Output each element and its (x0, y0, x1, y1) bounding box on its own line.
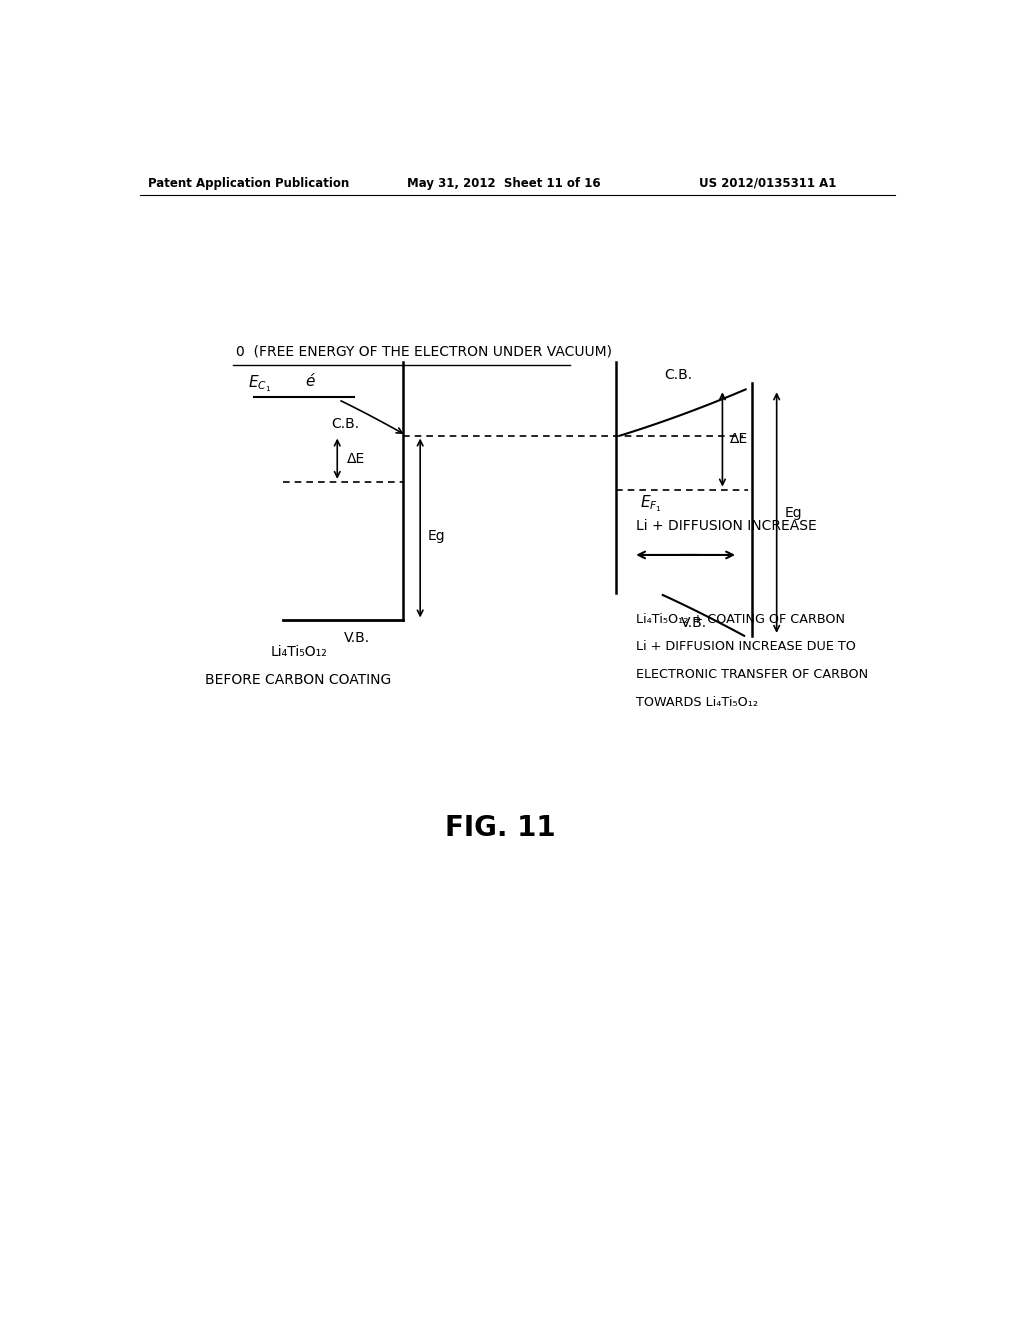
Text: é: é (305, 375, 314, 389)
Text: 0  (FREE ENERGY OF THE ELECTRON UNDER VACUUM): 0 (FREE ENERGY OF THE ELECTRON UNDER VAC… (237, 345, 612, 359)
Text: TOWARDS Li₄Ti₅O₁₂: TOWARDS Li₄Ti₅O₁₂ (636, 696, 758, 709)
Text: US 2012/0135311 A1: US 2012/0135311 A1 (698, 177, 836, 190)
Text: Eg: Eg (784, 506, 802, 520)
Text: $E_{F_1}$: $E_{F_1}$ (640, 494, 662, 513)
Text: ΔE: ΔE (346, 451, 365, 466)
Text: Eg: Eg (427, 529, 444, 543)
Text: $E_{C_1}$: $E_{C_1}$ (248, 374, 271, 395)
Text: C.B.: C.B. (331, 417, 359, 432)
Text: May 31, 2012  Sheet 11 of 16: May 31, 2012 Sheet 11 of 16 (408, 177, 601, 190)
Text: C.B.: C.B. (665, 368, 692, 381)
Text: ELECTRONIC TRANSFER OF CARBON: ELECTRONIC TRANSFER OF CARBON (636, 668, 867, 681)
Text: Li₄Ti₅O₁₂ + COATING OF CARBON: Li₄Ti₅O₁₂ + COATING OF CARBON (636, 612, 845, 626)
Text: Li + DIFFUSION INCREASE: Li + DIFFUSION INCREASE (636, 519, 816, 533)
Text: V.B.: V.B. (344, 631, 370, 645)
Text: V.B.: V.B. (681, 615, 707, 630)
Text: BEFORE CARBON COATING: BEFORE CARBON COATING (206, 673, 391, 686)
Text: ΔE: ΔE (730, 433, 749, 446)
Text: Patent Application Publication: Patent Application Publication (147, 177, 349, 190)
Text: Li + DIFFUSION INCREASE DUE TO: Li + DIFFUSION INCREASE DUE TO (636, 640, 855, 653)
Text: FIG. 11: FIG. 11 (444, 814, 555, 842)
Text: Li₄Ti₅O₁₂: Li₄Ti₅O₁₂ (270, 645, 327, 659)
